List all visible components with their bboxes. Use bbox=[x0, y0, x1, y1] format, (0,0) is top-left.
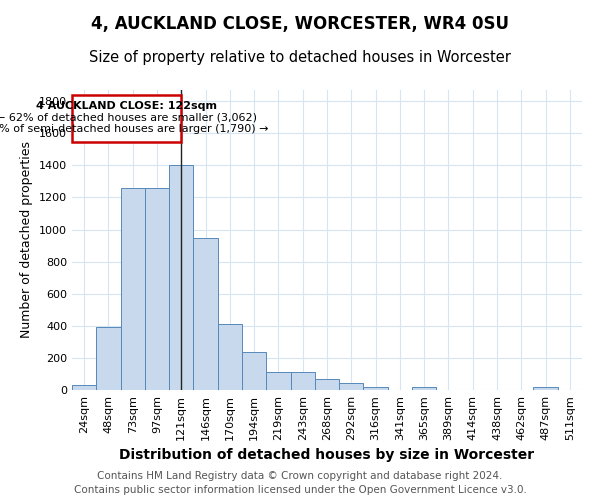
Text: Contains HM Land Registry data © Crown copyright and database right 2024.
Contai: Contains HM Land Registry data © Crown c… bbox=[74, 471, 526, 495]
Bar bbox=[364, 387, 388, 390]
FancyBboxPatch shape bbox=[72, 95, 181, 142]
Bar bbox=[193, 238, 218, 390]
Bar bbox=[218, 324, 242, 390]
Bar bbox=[121, 188, 145, 390]
Text: 4 AUCKLAND CLOSE: 122sqm: 4 AUCKLAND CLOSE: 122sqm bbox=[36, 101, 217, 111]
Bar bbox=[145, 188, 169, 390]
Bar bbox=[266, 372, 290, 390]
Bar bbox=[315, 379, 339, 390]
Bar bbox=[290, 372, 315, 390]
Bar bbox=[242, 352, 266, 390]
Bar bbox=[96, 328, 121, 390]
Bar bbox=[412, 387, 436, 390]
Bar bbox=[72, 385, 96, 390]
Bar bbox=[533, 387, 558, 390]
Text: ← 62% of detached houses are smaller (3,062): ← 62% of detached houses are smaller (3,… bbox=[0, 112, 257, 122]
X-axis label: Distribution of detached houses by size in Worcester: Distribution of detached houses by size … bbox=[119, 448, 535, 462]
Text: Size of property relative to detached houses in Worcester: Size of property relative to detached ho… bbox=[89, 50, 511, 65]
Text: 37% of semi-detached houses are larger (1,790) →: 37% of semi-detached houses are larger (… bbox=[0, 124, 268, 134]
Text: 4, AUCKLAND CLOSE, WORCESTER, WR4 0SU: 4, AUCKLAND CLOSE, WORCESTER, WR4 0SU bbox=[91, 15, 509, 33]
Y-axis label: Number of detached properties: Number of detached properties bbox=[20, 142, 34, 338]
Bar bbox=[339, 383, 364, 390]
Bar bbox=[169, 166, 193, 390]
